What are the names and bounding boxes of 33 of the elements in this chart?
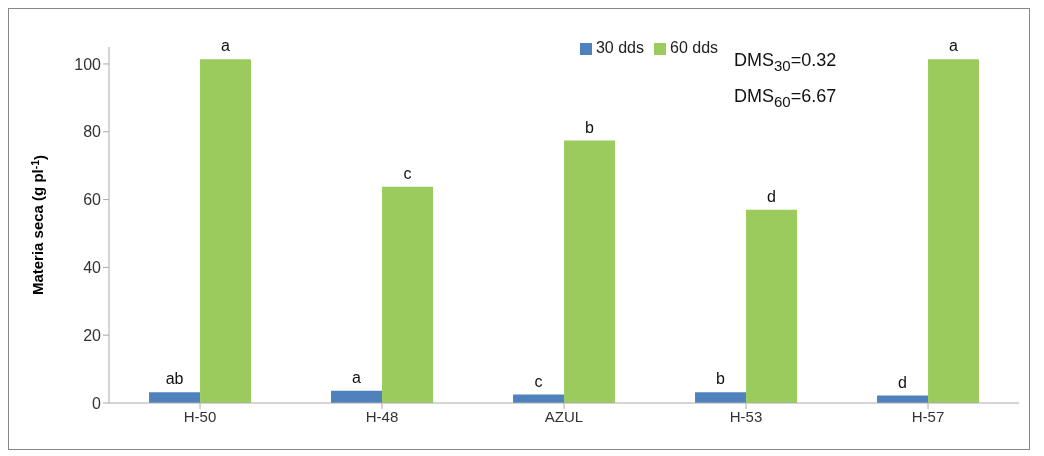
bar [928, 59, 980, 403]
bar [564, 140, 616, 403]
bar [695, 392, 747, 403]
annotation: DMS$_{60}$=6.67 [734, 84, 837, 112]
bar [331, 390, 383, 403]
legend-label: 30 dds [595, 39, 644, 56]
x-tick-label: H-53 [729, 407, 763, 425]
data-label: a [949, 37, 959, 55]
x-tick-label: H-50 [183, 407, 217, 425]
y-tick-label: 40 [83, 259, 102, 277]
data-label: b [585, 118, 595, 136]
bar [382, 186, 434, 403]
legend-label: 60 dds [670, 39, 719, 56]
data-label: ab [165, 370, 184, 388]
data-label: a [221, 37, 231, 55]
x-tick-label: H-48 [365, 407, 399, 425]
data-label: c [534, 372, 543, 390]
y-tick-label: 80 [83, 123, 102, 141]
bar [746, 209, 798, 403]
y-tick-label: 60 [83, 191, 102, 209]
y-tick-label: 100 [74, 55, 102, 73]
data-label: b [716, 370, 726, 388]
bar [200, 59, 252, 403]
data-label: c [403, 164, 412, 182]
x-tick-label: H-57 [911, 407, 945, 425]
data-label: a [352, 368, 362, 386]
annotation: DMS$_{30}$=0.32 [734, 49, 837, 76]
y-tick-label: 20 [83, 326, 102, 344]
y-tick-label: 0 [92, 394, 102, 412]
x-tick-label: AZUL [544, 407, 584, 425]
data-label: d [898, 373, 907, 391]
bar [149, 392, 201, 403]
data-label: d [767, 187, 776, 205]
